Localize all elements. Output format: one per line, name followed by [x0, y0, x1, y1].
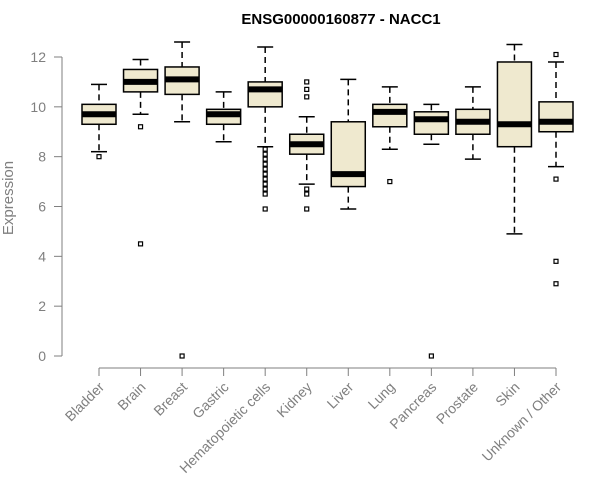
box-unknown-other: [538, 51, 574, 287]
y-tick-label: 8: [38, 149, 46, 165]
outlier-point: [262, 171, 268, 177]
outlier-point: [553, 51, 559, 58]
outlier-point: [262, 186, 268, 192]
x-tick-label: Unknown / Other: [479, 379, 565, 465]
box-pancreas: [413, 103, 450, 359]
x-tick-label: Liver: [324, 379, 357, 412]
outlier-point: [262, 161, 268, 167]
outlier-point: [262, 151, 268, 157]
outlier-point: [179, 353, 185, 359]
x-tick-label: Breast: [150, 379, 190, 419]
boxes-group: [81, 41, 574, 359]
box-gastric: [205, 91, 242, 143]
iqr-box: [247, 81, 283, 108]
y-axis: 0 2 4 6 8 10 12: [30, 49, 63, 364]
box-kidney: [288, 79, 325, 212]
outlier-point: [553, 258, 559, 264]
y-axis-label: Expression: [0, 161, 17, 235]
outlier-point: [262, 181, 268, 187]
outlier-point: [387, 178, 393, 185]
box-brain: [122, 58, 159, 247]
outlier-point: [428, 353, 434, 359]
y-tick-label: 0: [38, 348, 46, 364]
y-tick-label: 12: [30, 49, 46, 65]
outlier-point: [96, 154, 102, 160]
box-liver: [330, 78, 367, 210]
iqr-box: [538, 101, 574, 133]
iqr-box: [496, 61, 533, 148]
outlier-point: [262, 166, 268, 172]
outlier-point: [553, 176, 559, 182]
outlier-point: [304, 79, 310, 85]
outlier-point: [262, 156, 268, 162]
x-tick-label: Brain: [114, 379, 148, 413]
chart-title: ENSG00000160877 - NACC1: [241, 11, 440, 28]
outlier-point: [137, 124, 144, 130]
box-hematopoietic-cells: [247, 46, 283, 212]
outlier-point: [304, 86, 310, 92]
box-breast: [164, 41, 200, 359]
x-tick-label: Lung: [365, 379, 398, 412]
outlier-point: [262, 176, 268, 182]
outlier-point: [304, 191, 310, 197]
box-skin: [496, 43, 533, 235]
x-tick-label: Skin: [492, 379, 523, 410]
y-tick-label: 2: [38, 298, 46, 314]
outlier-point: [304, 186, 310, 192]
x-tick-label: Kidney: [273, 379, 315, 421]
y-tick-label: 4: [38, 248, 46, 264]
outlier-point: [262, 206, 268, 212]
iqr-box: [413, 111, 450, 135]
outlier-point: [262, 191, 268, 197]
outlier-point: [262, 146, 268, 152]
outlier-point: [553, 281, 559, 287]
box-bladder: [81, 83, 117, 160]
x-tick-label: Prostate: [433, 379, 481, 427]
outlier-point: [304, 206, 310, 212]
y-tick-label: 6: [38, 199, 46, 215]
box-lung: [372, 86, 408, 185]
x-tick-label: Bladder: [62, 379, 108, 425]
outlier-point: [137, 241, 144, 247]
outlier-point: [304, 94, 310, 100]
iqr-box: [372, 103, 408, 128]
y-tick-label: 10: [30, 99, 46, 115]
box-prostate: [455, 86, 491, 160]
